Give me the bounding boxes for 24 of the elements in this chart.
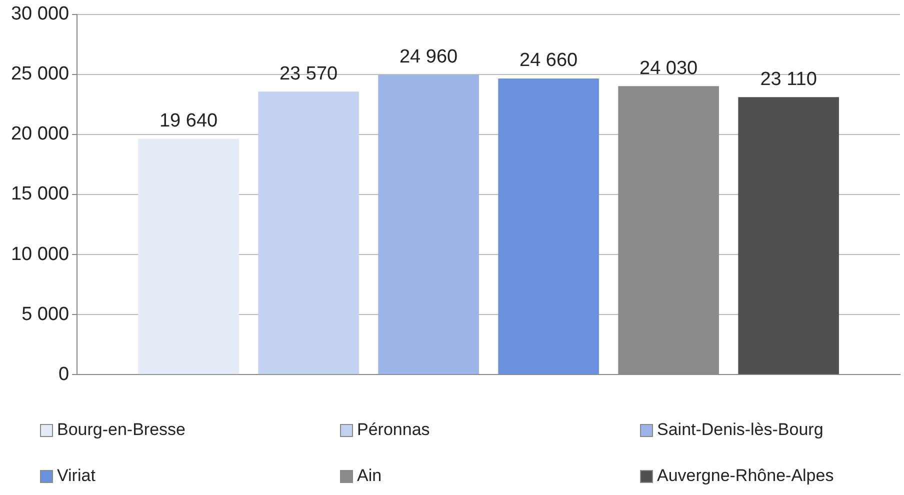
legend-label: Saint-Denis-lès-Bourg [657,420,824,440]
y-tick-label: 30 000 [10,4,70,25]
data-label: 24 960 [399,46,458,68]
y-tick-label: 10 000 [10,244,70,265]
bar [138,138,239,374]
bar [498,78,599,374]
y-tick-label: 25 000 [10,64,70,85]
y-tick-label: 20 000 [10,124,70,145]
data-label: 19 640 [159,110,218,132]
legend-label: Ain [357,466,382,486]
legend-label: Péronnas [357,420,430,440]
y-tick-label: 0 [58,364,70,385]
legend-label: Viriat [57,466,96,486]
legend-label: Bourg-en-Bresse [57,420,186,440]
data-label: 24 660 [519,50,578,72]
y-tick-label: 15 000 [10,184,70,205]
data-label: 24 030 [640,58,698,79]
bar [738,97,839,374]
bar [378,74,479,374]
data-label: 23 110 [760,68,817,90]
y-tick-label: 5 000 [22,304,70,325]
legend-label: Auvergne-Rhône-Alpes [657,466,834,486]
data-label: 23 570 [279,63,338,84]
bar [258,92,359,374]
